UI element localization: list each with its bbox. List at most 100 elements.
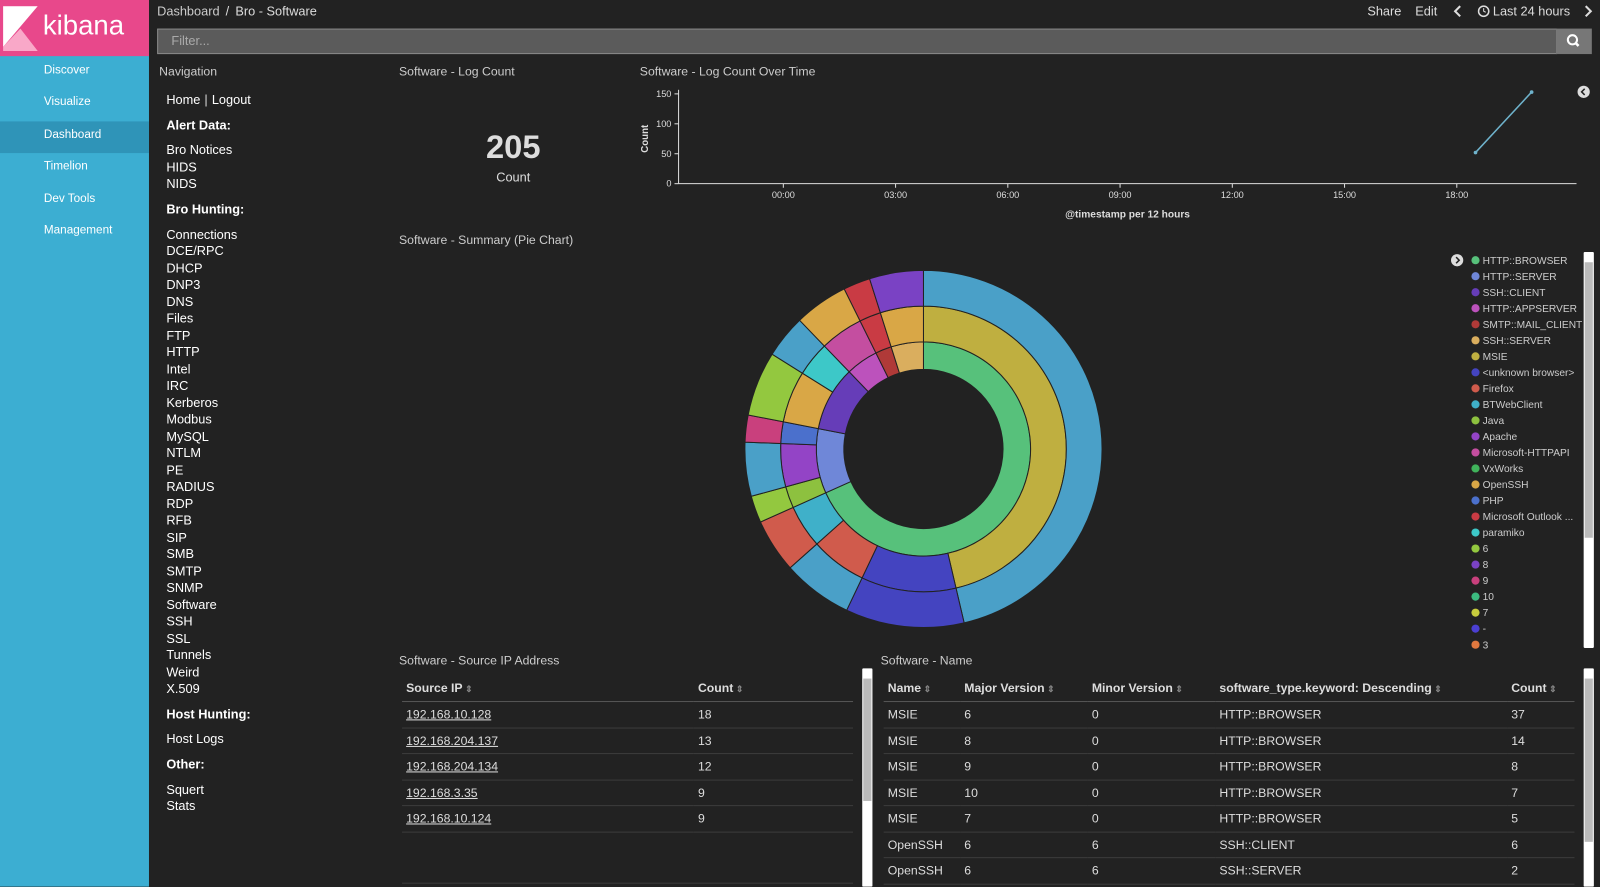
legend-label[interactable]: BTWebClient [1483,400,1543,411]
legend-swatch [1471,464,1480,473]
legend-label[interactable]: - [1483,624,1486,635]
logo[interactable]: kibana [0,0,149,57]
legend-label[interactable]: PHP [1483,496,1504,507]
legend-label[interactable]: paramiko [1483,528,1525,539]
nav-link[interactable]: Host Logs [166,732,224,747]
table-cell: 6 [1507,831,1575,859]
nav-link[interactable]: Home [166,92,201,108]
time-range[interactable]: Last 24 hours [1492,4,1571,19]
nav-link[interactable]: IRC [166,378,189,393]
nav-link[interactable]: Files [166,311,194,326]
legend-label[interactable]: HTTP::APPSERVER [1483,304,1577,315]
pie-segment[interactable] [922,269,1103,624]
nav-link[interactable]: FTP [166,328,191,343]
sidebar-item[interactable]: Dashboard [0,121,149,153]
legend-label[interactable]: Java [1483,416,1505,427]
column-header[interactable]: Source IP [402,674,694,703]
legend-label[interactable]: Microsoft-HTTPAPI [1483,448,1570,459]
nav-link[interactable]: DNP3 [166,277,201,292]
nav-link[interactable]: Tunnels [166,648,212,663]
breadcrumb-link[interactable]: Dashboard [157,4,220,19]
nav-link[interactable]: Modbus [166,412,212,427]
column-header[interactable]: Count [693,674,854,703]
cell-link[interactable]: 192.168.204.137 [406,733,499,748]
legend-label[interactable]: HTTP::BROWSER [1483,256,1568,267]
filter-input[interactable]: Filter... [157,28,1558,55]
nav-link[interactable]: Stats [166,799,196,814]
legend-label[interactable]: 3 [1483,640,1489,651]
nav-link[interactable]: Connections [166,227,238,242]
table-scrollbar[interactable] [862,668,873,887]
nav-link[interactable]: RFB [166,513,192,528]
sidebar-item[interactable]: Dev Tools [0,185,149,217]
column-header[interactable]: Name [883,674,961,703]
legend-label[interactable]: SMTP::MAIL_CLIENT [1483,320,1583,331]
share-button[interactable]: Share [1367,4,1402,19]
legend-label[interactable]: 7 [1483,608,1489,619]
next-time[interactable] [1583,5,1593,18]
nav-link[interactable]: SIP [166,530,187,545]
legend-label[interactable]: 9 [1483,576,1489,587]
legend-label[interactable]: Firefox [1483,384,1514,395]
pie-segment[interactable] [744,441,787,497]
legend-label[interactable]: <unknown browser> [1483,368,1575,379]
cell-link[interactable]: 192.168.10.124 [406,811,492,826]
legend-label[interactable]: OpenSSH [1483,480,1529,491]
legend-label[interactable]: Apache [1483,432,1518,443]
nav-link[interactable]: Bro Notices [166,143,233,158]
nav-link[interactable]: NIDS [166,176,197,192]
nav-link[interactable]: Kerberos [166,395,219,410]
edit-button[interactable]: Edit [1415,4,1438,19]
table-scrollbar[interactable] [1583,668,1594,887]
nav-link[interactable]: Intel [166,361,191,377]
legend-label[interactable]: HTTP::SERVER [1483,272,1557,283]
nav-link[interactable]: HTTP [166,344,200,360]
legend-label[interactable]: SSH::CLIENT [1483,288,1546,299]
cell-link[interactable]: 192.168.10.128 [406,707,492,722]
sidebar-item[interactable]: Visualize [0,89,149,121]
legend-label[interactable]: 8 [1483,560,1489,571]
nav-link[interactable]: RDP [166,496,194,511]
legend-scrollbar[interactable] [1583,252,1594,648]
nav-link[interactable]: SMTP [166,563,202,579]
legend-toggle[interactable] [1577,85,1590,98]
nav-link[interactable]: MySQL [166,429,209,444]
sidebar-item[interactable]: Management [0,217,149,249]
nav-link[interactable]: SSH [166,614,193,629]
legend-label[interactable]: VxWorks [1483,464,1524,475]
legend-label[interactable]: SSH::SERVER [1483,336,1551,347]
legend-toggle[interactable] [1451,254,1464,267]
sidebar-item[interactable]: Discover [0,57,149,89]
nav-link[interactable]: NTLM [166,446,202,461]
nav-link[interactable]: DHCP [166,260,203,276]
nav-link[interactable]: Logout [200,93,250,107]
legend-label[interactable]: 6 [1483,544,1489,555]
search-button[interactable] [1556,28,1592,55]
nav-link[interactable]: PE [166,462,184,478]
nav-link[interactable]: DNS [166,294,194,309]
nav-link[interactable]: Software [166,597,217,612]
sidebar-item[interactable]: Timelion [0,153,149,185]
cell-link[interactable]: 192.168.3.35 [406,785,478,800]
column-header[interactable]: software_type.keyword: Descending [1215,674,1508,703]
column-header[interactable]: Count [1507,674,1575,703]
legend-label[interactable]: MSIE [1483,352,1508,363]
nav-link[interactable]: X.509 [166,681,200,697]
nav-link[interactable]: DCE/RPC [166,243,224,259]
nav-link[interactable]: Squert [166,782,204,797]
table-cell: OpenSSH [883,831,961,859]
column-header[interactable]: Minor Version [1087,674,1216,703]
legend-label[interactable]: Microsoft Outlook ... [1483,512,1574,523]
nav-link[interactable]: SMB [166,547,194,562]
table-row: OpenSSH 6 6 SSH::SERVER 2 [883,857,1575,885]
pie-segment[interactable] [868,269,924,314]
legend-label[interactable]: 10 [1483,592,1495,603]
nav-link[interactable]: SSL [166,631,191,646]
nav-link[interactable]: RADIUS [166,479,215,494]
nav-link[interactable]: SNMP [166,580,204,595]
column-header[interactable]: Major Version [960,674,1088,703]
nav-link[interactable]: HIDS [166,159,197,175]
nav-link[interactable]: Weird [166,664,200,680]
prev-time[interactable] [1453,5,1463,18]
cell-link[interactable]: 192.168.204.134 [406,759,499,774]
